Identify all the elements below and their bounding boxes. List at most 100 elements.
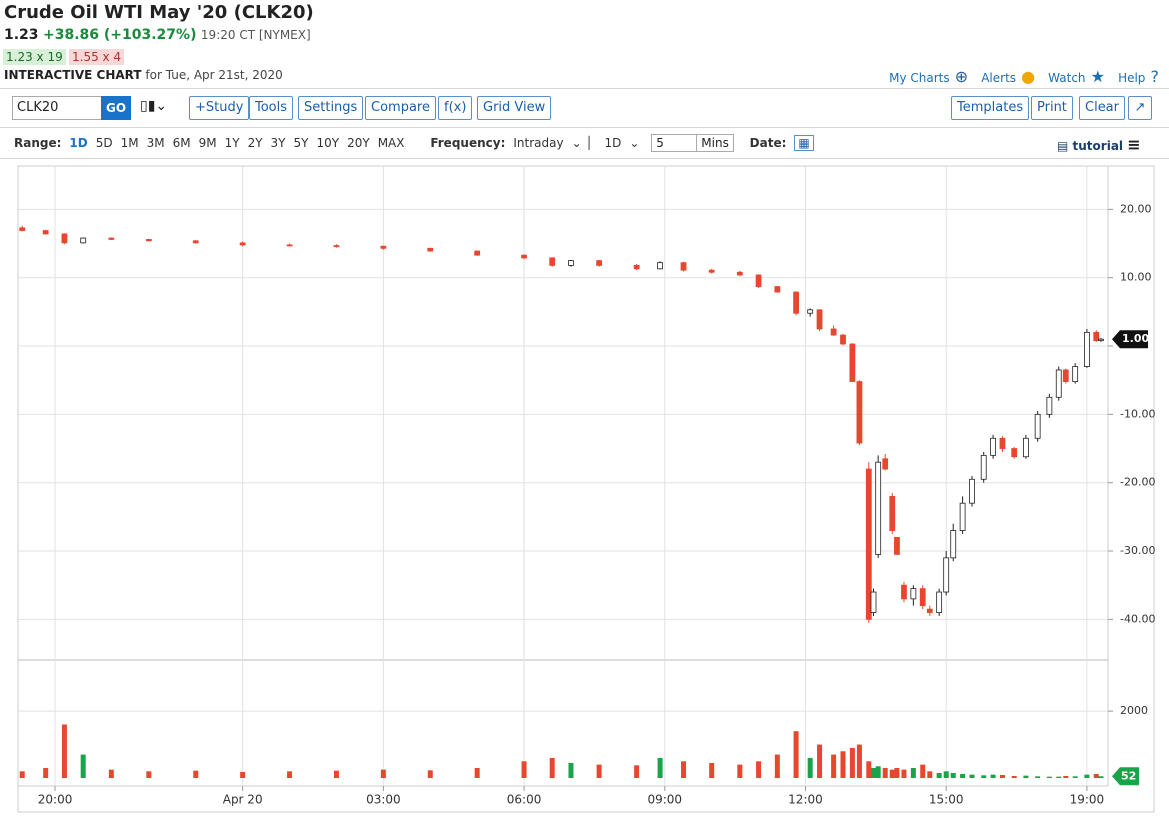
candle-body xyxy=(61,233,68,244)
volume-bar xyxy=(927,771,933,778)
range-option[interactable]: 2Y xyxy=(247,136,263,150)
candle-body xyxy=(950,530,957,559)
y-tick-label: -10.00 xyxy=(1120,407,1155,420)
candle-body xyxy=(549,257,556,266)
range-option[interactable]: 1M xyxy=(120,136,139,150)
candle-body xyxy=(80,237,87,244)
range-option[interactable]: 5Y xyxy=(293,136,309,150)
chart-type[interactable]: ▯▮⌄ xyxy=(140,98,168,114)
link[interactable]: Watch xyxy=(1048,71,1086,85)
candle-body xyxy=(919,588,926,607)
candle-body xyxy=(1093,331,1100,341)
range-option[interactable]: 1D xyxy=(69,136,88,150)
title: Crude Oil WTI May '20 (CLK20) xyxy=(4,2,314,23)
candle-body xyxy=(910,588,917,600)
volume-bar xyxy=(981,775,987,778)
button[interactable]: Print xyxy=(1031,96,1073,120)
candle-body xyxy=(474,250,481,256)
link[interactable]: My Charts xyxy=(889,71,950,85)
candle-body xyxy=(870,591,877,613)
go-button[interactable]: GO xyxy=(101,96,131,120)
last-price-marker xyxy=(1112,330,1148,349)
menu[interactable]: ≡ xyxy=(1127,135,1141,154)
button[interactable]: +Study xyxy=(189,96,250,120)
volume-bar xyxy=(193,770,199,778)
icon: ? xyxy=(1145,67,1160,86)
interval-input[interactable]: 5 xyxy=(651,134,698,152)
range-option[interactable]: 3M xyxy=(146,136,165,150)
candle-body xyxy=(286,244,293,247)
icon: ● xyxy=(1016,67,1036,86)
divider xyxy=(0,88,1169,89)
tutorial-link[interactable]: tutorial xyxy=(1072,139,1124,153)
range-option[interactable]: 1Y xyxy=(224,136,240,150)
button[interactable]: Settings xyxy=(298,96,364,120)
volume-bar xyxy=(380,769,386,778)
volume-bar xyxy=(875,766,881,778)
period[interactable]: 1D xyxy=(604,136,622,150)
volume-bar xyxy=(1046,776,1052,778)
symbol-input[interactable]: CLK20 xyxy=(12,96,104,120)
frequency[interactable]: Intraday xyxy=(513,136,564,150)
button[interactable]: Grid View xyxy=(477,96,552,120)
candle-body xyxy=(865,468,872,620)
divider xyxy=(0,127,1169,128)
x-tick-label: 03:00 xyxy=(366,793,401,807)
button[interactable]: Tools xyxy=(249,96,294,120)
volume-bar xyxy=(831,754,837,778)
range-option[interactable]: 5D xyxy=(95,136,113,150)
volume-bar xyxy=(737,764,743,778)
link[interactable]: Help xyxy=(1118,71,1146,85)
button[interactable]: Templates xyxy=(951,96,1030,120)
candle-body xyxy=(969,478,975,504)
x-tick-label: 12:00 xyxy=(788,793,823,807)
candle-body xyxy=(521,254,527,259)
calendar[interactable]: ▦ xyxy=(794,135,814,151)
range-option[interactable]: MAX xyxy=(377,136,405,150)
volume-bar xyxy=(1035,776,1041,778)
volume-bar xyxy=(849,747,855,778)
candle-body xyxy=(926,608,933,613)
chart-frame xyxy=(17,165,1155,813)
volume-bar xyxy=(43,767,49,778)
button[interactable]: Clear xyxy=(1079,96,1125,120)
candle-body xyxy=(1072,366,1079,382)
range-option[interactable]: 9M xyxy=(198,136,217,150)
candle-body xyxy=(1098,338,1104,341)
candle-body xyxy=(1083,331,1090,367)
volume-bar xyxy=(793,731,799,778)
quote: 1.23 +38.86 (+103.27%) 19:20 CT [NYMEX] xyxy=(4,27,311,43)
expand-button[interactable]: ↗ xyxy=(1128,96,1152,120)
candle-body xyxy=(680,262,687,271)
button[interactable]: f(x) xyxy=(438,96,473,120)
link[interactable]: Alerts xyxy=(981,71,1017,85)
candle-body xyxy=(239,242,246,246)
range-label: Range: xyxy=(14,136,62,150)
volume-bar xyxy=(568,762,574,778)
candle-body xyxy=(807,309,814,314)
volume-bar xyxy=(427,770,433,778)
candle-body xyxy=(380,245,387,249)
last-price-label: 1.00 xyxy=(1122,332,1149,345)
volume-bar xyxy=(1098,776,1104,778)
range-option[interactable]: 6M xyxy=(172,136,191,150)
candle-body xyxy=(145,239,152,242)
range-option[interactable]: 10Y xyxy=(316,136,340,150)
volume-bar xyxy=(950,772,956,778)
volume-bar xyxy=(1093,773,1099,778)
volume-bar xyxy=(870,767,876,778)
tutorial[interactable]: ▤ tutorial ≡ xyxy=(1057,135,1141,154)
volume-bar xyxy=(681,761,687,778)
price: 1.23 xyxy=(4,27,39,43)
volume-bar xyxy=(999,774,1005,778)
range-option[interactable]: 20Y xyxy=(347,136,370,150)
range-bar: Range: 1D 5D 1M 3M 6M 9M 1Y 2Y 3Y 5Y 10Y 20Y MAX Freq… xyxy=(14,134,814,152)
range-option[interactable]: 3Y xyxy=(270,136,286,150)
volume-bar xyxy=(596,764,602,778)
candle-body xyxy=(793,291,800,314)
candle-body xyxy=(830,328,837,336)
button[interactable]: Compare xyxy=(365,96,436,120)
volume-bar xyxy=(1023,775,1029,778)
